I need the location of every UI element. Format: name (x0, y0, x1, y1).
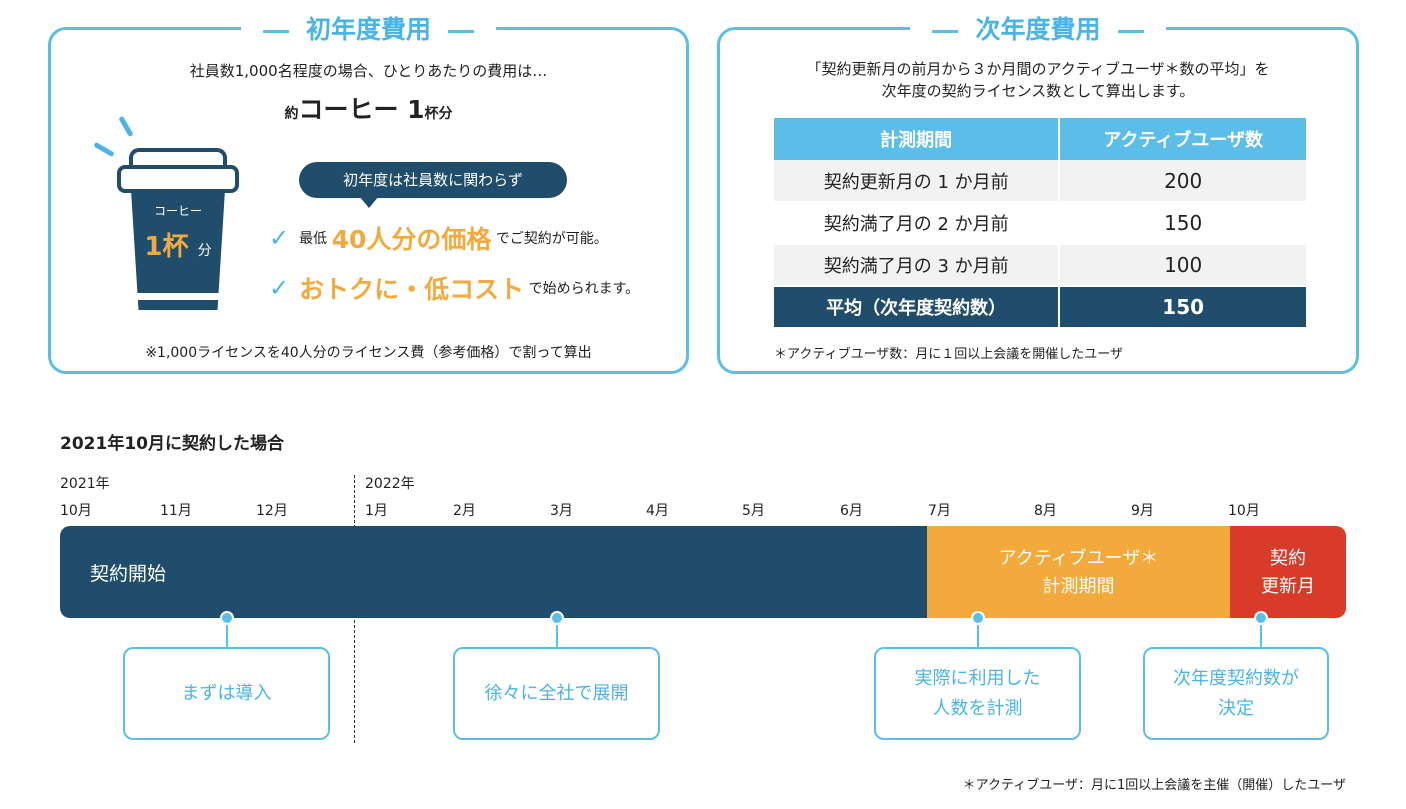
table-header: アクティブユーザ数 (1058, 118, 1306, 160)
benefit-bullet-1: ✓ 最低 40人分の価格 でご契約が可能。 (269, 224, 608, 254)
month-label: 3月 (550, 503, 573, 519)
cup-amount: 1杯 分 (144, 232, 212, 262)
renewal-month-bar: 契約 更新月 (1230, 526, 1346, 618)
month-label: 7月 (928, 503, 951, 519)
connector-dot (550, 611, 564, 625)
table-row: 契約満了月の 2 か月前 150 (774, 202, 1306, 245)
month-label: 10月 (1228, 503, 1260, 519)
year-label: 2021年 (60, 476, 110, 492)
cup-label: コーヒー (153, 204, 202, 218)
connector-line (977, 618, 979, 647)
table-average-row: 平均（次年度契約数） 150 (774, 286, 1306, 329)
connector-line (556, 618, 558, 647)
month-label: 8月 (1034, 503, 1057, 519)
connector-dot (220, 611, 234, 625)
table-row: 契約更新月の 1 か月前 200 (774, 160, 1306, 203)
connector-line (226, 618, 228, 647)
month-label: 4月 (646, 503, 669, 519)
next-year-note: ＊アクティブユーザ数：月に１回以上会議を開催したユーザ (774, 347, 1124, 362)
active-user-table: 計測期間 アクティブユーザ数 契約更新月の 1 か月前 200 契約満了月の 2 … (774, 118, 1306, 329)
steam-ray (93, 141, 115, 158)
year-label: 2022年 (365, 476, 415, 492)
speech-bubble-tail (359, 196, 379, 208)
month-label: 12月 (256, 503, 288, 519)
next-year-title: 次年度費用 (910, 10, 1166, 46)
next-year-panel: 次年度費用 「契約更新月の前月から３か月間のアクティブユーザ＊数の平均」を 次年… (717, 10, 1359, 374)
coffee-equivalent: 約コーヒー 1杯分 (284, 95, 453, 124)
benefit-bullet-2: ✓ おトクに・低コスト で始められます。 (269, 274, 640, 304)
month-label: 9月 (1131, 503, 1154, 519)
coffee-cup-icon: コーヒー 1杯 分 (117, 148, 239, 310)
table-header: 計測期間 (774, 118, 1060, 160)
month-label: 6月 (840, 503, 863, 519)
callout-expand: 徐々に全社で展開 (453, 647, 660, 740)
connector-line (1260, 618, 1262, 647)
connector-dot (971, 611, 985, 625)
month-label: 11月 (160, 503, 192, 519)
month-label: 10月 (60, 503, 92, 519)
next-year-intro: 「契約更新月の前月から３か月間のアクティブユーザ＊数の平均」を 次年度の契約ライ… (806, 60, 1270, 100)
month-label: 5月 (742, 503, 765, 519)
connector-dot (1254, 611, 1268, 625)
first-year-title: 初年度費用 (240, 10, 497, 46)
timeline-title: 2021年10月に契約した場合 (60, 434, 284, 454)
contract-start-bar: 契約開始 (60, 526, 927, 618)
callout-decide: 次年度契約数が 決定 (1143, 647, 1329, 740)
callout-introduce: まずは導入 (123, 647, 330, 740)
speech-bubble: 初年度は社員数に関わらず (299, 162, 567, 198)
check-icon: ✓ (269, 274, 290, 302)
first-year-note: ※1,000ライセンスを40人分のライセンス費（参考価格）で割って算出 (145, 345, 592, 361)
timeline-footnote: ＊アクティブユーザ：月に1回以上会議を主催（開催）したユーザ (962, 778, 1346, 793)
month-label: 1月 (365, 503, 388, 519)
first-year-panel: 初年度費用 社員数1,000名程度の場合、ひとりあたりの費用は… 約コーヒー 1… (48, 10, 689, 374)
measurement-period-bar: アクティブユーザ＊ 計測期間 (927, 526, 1230, 618)
month-label: 2月 (453, 503, 476, 519)
first-year-intro: 社員数1,000名程度の場合、ひとりあたりの費用は… (189, 62, 548, 80)
callout-measure: 実際に利用した 人数を計測 (874, 647, 1081, 740)
check-icon: ✓ (269, 224, 290, 252)
table-row: 契約満了月の 3 か月前 100 (774, 244, 1306, 287)
